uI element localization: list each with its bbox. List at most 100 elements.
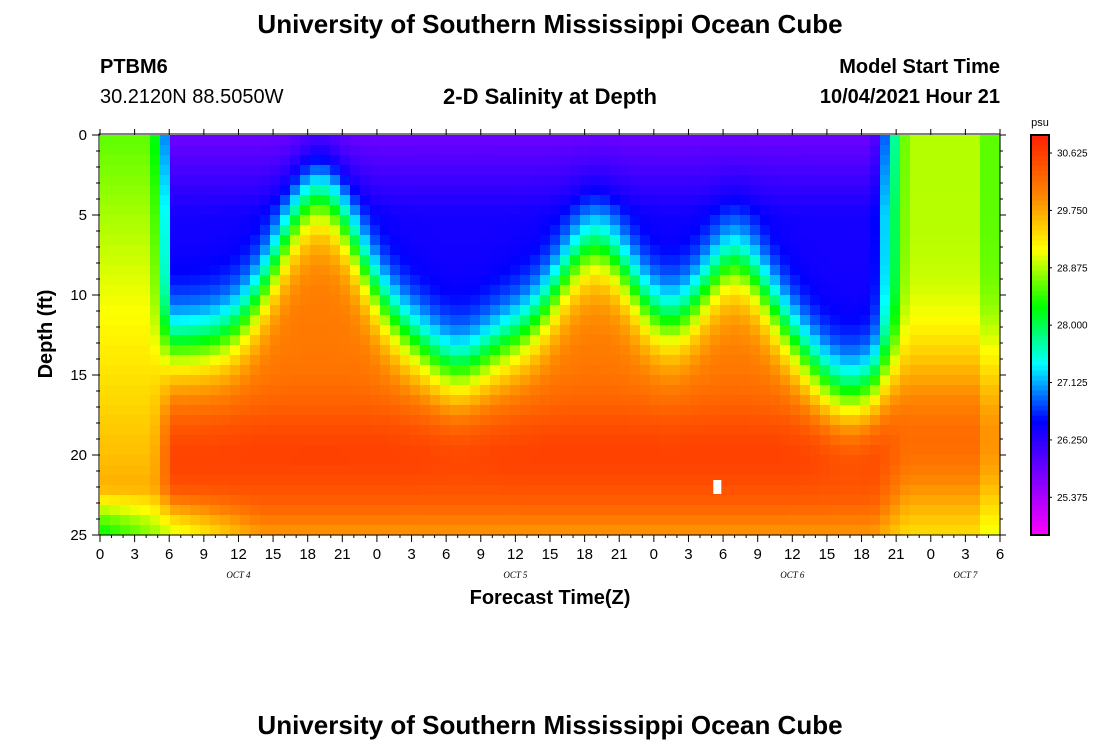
heatmap-cell: [480, 365, 491, 376]
heatmap-cell: [950, 175, 961, 186]
heatmap-cell: [780, 265, 791, 276]
heatmap-cell: [520, 305, 531, 316]
heatmap-cell: [310, 445, 321, 456]
heatmap-cell: [220, 355, 231, 366]
heatmap-cell: [290, 465, 301, 476]
heatmap-cell: [360, 365, 371, 376]
heatmap-cell: [110, 185, 121, 196]
heatmap-cell: [280, 275, 291, 286]
heatmap-cell: [840, 155, 851, 166]
heatmap-cell: [310, 385, 321, 396]
heatmap-cell: [730, 485, 741, 496]
heatmap-cell: [250, 425, 261, 436]
footer-title: University of Southern Mississippi Ocean…: [257, 710, 843, 740]
heatmap-cell: [580, 425, 591, 436]
heatmap-cell: [470, 355, 481, 366]
heatmap-cell: [770, 295, 781, 306]
heatmap-cell: [890, 445, 901, 456]
heatmap-cell: [620, 185, 631, 196]
heatmap-cell: [130, 375, 141, 386]
heatmap-cell: [560, 455, 571, 466]
heatmap-cell: [200, 455, 211, 466]
heatmap-cell: [950, 435, 961, 446]
heatmap-cell: [720, 175, 731, 186]
heatmap-cell: [720, 385, 731, 396]
colorbar-segment: [1031, 490, 1049, 496]
heatmap-cell: [440, 355, 451, 366]
heatmap-cell: [200, 425, 211, 436]
heatmap-cell: [220, 415, 231, 426]
heatmap-cell: [620, 475, 631, 486]
heatmap-cell: [510, 195, 521, 206]
heatmap-cell: [130, 525, 141, 536]
heatmap-cell: [750, 415, 761, 426]
heatmap-cell: [860, 495, 871, 506]
heatmap-cell: [560, 415, 571, 426]
heatmap-cell: [610, 155, 621, 166]
heatmap-cell: [790, 525, 801, 536]
heatmap-cell: [550, 255, 561, 266]
heatmap-cell: [290, 415, 301, 426]
heatmap-cell: [190, 305, 201, 316]
heatmap-cell: [980, 245, 991, 256]
heatmap-cell: [930, 135, 941, 146]
heatmap-cell: [490, 265, 501, 276]
heatmap-cell: [250, 375, 261, 386]
heatmap-cell: [220, 475, 231, 486]
heatmap-cell: [420, 355, 431, 366]
heatmap-cell: [730, 375, 741, 386]
heatmap-cell: [230, 215, 241, 226]
colorbar-segment: [1031, 485, 1049, 491]
heatmap-cell: [600, 415, 611, 426]
heatmap-cell: [820, 455, 831, 466]
x-tick-label: 0: [650, 546, 658, 563]
heatmap-cell: [450, 305, 461, 316]
heatmap-cell: [290, 355, 301, 366]
heatmap-cell: [890, 525, 901, 536]
heatmap-cell: [670, 485, 681, 496]
heatmap-cell: [500, 375, 511, 386]
heatmap-cell: [170, 475, 181, 486]
heatmap-cell: [280, 345, 291, 356]
heatmap-cell: [780, 135, 791, 146]
heatmap-cell: [770, 345, 781, 356]
heatmap-cell: [460, 245, 471, 256]
heatmap-cell: [280, 155, 291, 166]
heatmap-cell: [610, 185, 621, 196]
heatmap-cell: [470, 245, 481, 256]
heatmap-cell: [730, 455, 741, 466]
heatmap-cell: [130, 155, 141, 166]
heatmap-cell: [920, 495, 931, 506]
heatmap-cell: [880, 425, 891, 436]
heatmap-cell: [580, 475, 591, 486]
heatmap-cell: [660, 255, 671, 266]
heatmap-cell: [320, 215, 331, 226]
colorbar-tick-label: 30.625: [1057, 149, 1088, 160]
heatmap-cell: [620, 255, 631, 266]
heatmap-cell: [800, 255, 811, 266]
heatmap-cell: [650, 505, 661, 516]
x-tick-label: 12: [507, 546, 524, 563]
heatmap-cell: [560, 465, 571, 476]
heatmap-cell: [750, 215, 761, 226]
heatmap-cell: [420, 265, 431, 276]
heatmap-cell: [870, 235, 881, 246]
heatmap-cell: [110, 215, 121, 226]
heatmap-cell: [280, 205, 291, 216]
heatmap-cell: [640, 525, 651, 536]
colorbar-segment: [1031, 385, 1049, 391]
heatmap-cell: [650, 255, 661, 266]
heatmap-cell: [530, 355, 541, 366]
heatmap-cell: [880, 395, 891, 406]
heatmap-cell: [930, 215, 941, 226]
heatmap-cell: [960, 505, 971, 516]
heatmap-cell: [240, 165, 251, 176]
heatmap-cell: [190, 525, 201, 536]
heatmap-cell: [400, 415, 411, 426]
heatmap-cell: [670, 135, 681, 146]
heatmap-cell: [280, 165, 291, 176]
heatmap-cell: [800, 415, 811, 426]
heatmap-cell: [400, 185, 411, 196]
heatmap-cell: [430, 325, 441, 336]
heatmap-cell: [550, 245, 561, 256]
